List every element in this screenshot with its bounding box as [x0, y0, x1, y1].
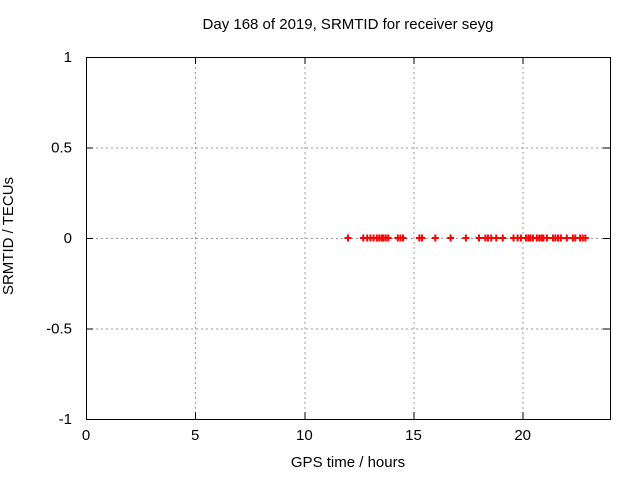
data-point-marker	[557, 234, 565, 242]
y-axis-label: SRMTID / TECUs	[0, 177, 17, 295]
x-tick-label: 0	[82, 427, 90, 444]
data-point-marker	[581, 234, 589, 242]
data-point-marker	[543, 234, 551, 242]
data-point-marker	[418, 234, 426, 242]
data-point-marker	[563, 234, 571, 242]
chart-layer: 0 5 10 15 20 -1 -0.5 0 0.5 1	[46, 49, 611, 444]
x-tick-label: 20	[514, 427, 531, 444]
data-point-marker	[475, 234, 483, 242]
y-tick-label: 1	[64, 49, 72, 66]
y-tick-label: -1	[59, 411, 72, 428]
x-axis-label: GPS time / hours	[291, 454, 405, 471]
y-tick-label: -0.5	[46, 321, 72, 338]
x-tick-label: 10	[296, 427, 313, 444]
data-point-marker	[492, 234, 500, 242]
data-point-marker	[344, 234, 352, 242]
data-point-marker	[399, 234, 407, 242]
y-tick-label: 0.5	[51, 140, 72, 157]
x-tick-label: 5	[191, 427, 199, 444]
data-point-marker	[431, 234, 439, 242]
data-point-marker	[462, 234, 470, 242]
data-point-marker	[499, 234, 507, 242]
y-tick-label: 0	[64, 230, 72, 247]
data-point-marker	[384, 234, 392, 242]
data-point-marker	[447, 234, 455, 242]
x-tick-label: 15	[405, 427, 422, 444]
chart-title: Day 168 of 2019, SRMTID for receiver sey…	[203, 16, 494, 33]
